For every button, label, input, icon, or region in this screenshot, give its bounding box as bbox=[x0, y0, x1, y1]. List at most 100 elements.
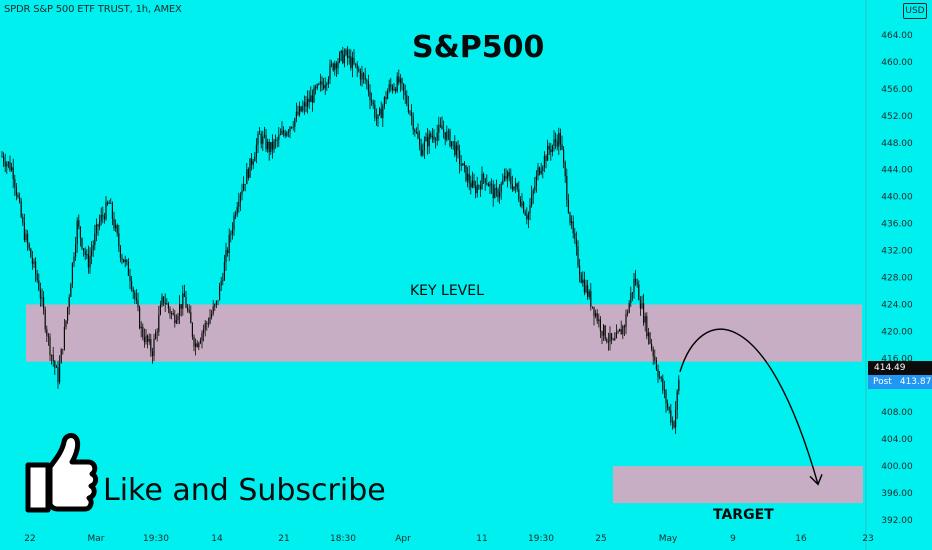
candle-body bbox=[129, 275, 131, 282]
candle-body bbox=[207, 323, 209, 325]
candle-body bbox=[211, 313, 213, 318]
candle-body bbox=[14, 179, 16, 188]
candle-body bbox=[366, 80, 368, 82]
candle-body bbox=[471, 180, 473, 188]
candle-body bbox=[387, 90, 389, 99]
candle-body bbox=[107, 202, 109, 204]
candle-body bbox=[30, 248, 32, 258]
candle-body bbox=[39, 289, 41, 299]
candle-body bbox=[671, 421, 673, 423]
candle-body bbox=[609, 333, 611, 342]
candle-body bbox=[401, 78, 403, 84]
candle-body bbox=[246, 169, 248, 185]
candle-body bbox=[447, 130, 449, 132]
candle-body bbox=[156, 331, 158, 333]
candle-body bbox=[303, 102, 305, 107]
candle-body bbox=[385, 97, 387, 99]
candle-body bbox=[507, 172, 509, 179]
candle-body bbox=[150, 339, 152, 352]
candle-body bbox=[647, 332, 649, 337]
candle-body bbox=[55, 367, 57, 369]
candle-body bbox=[161, 296, 163, 305]
candle-body bbox=[579, 265, 581, 275]
candle-body bbox=[403, 83, 405, 92]
x-axis[interactable]: 22 Mar 19:30 14 21 18:30 Apr 11 19:30 25 May 9 16 23 bbox=[24, 534, 873, 544]
candle-body bbox=[543, 155, 545, 168]
candle-body bbox=[310, 95, 312, 103]
candle-body bbox=[484, 178, 486, 184]
candle-body bbox=[17, 195, 19, 197]
candle-body bbox=[575, 238, 577, 247]
candle-body bbox=[220, 281, 222, 286]
candle-body bbox=[511, 184, 513, 190]
candle-body bbox=[483, 173, 485, 179]
candle-body bbox=[564, 162, 566, 177]
symbol-header: SPDR S&P 500 ETF TRUST, 1h, AMEX bbox=[4, 4, 182, 15]
candle-body bbox=[567, 199, 569, 213]
y-tick-label: 420.00 bbox=[881, 327, 913, 337]
candle-body bbox=[332, 63, 334, 71]
candle-body bbox=[135, 298, 137, 301]
candle-body bbox=[620, 329, 622, 335]
candle-body bbox=[582, 279, 584, 283]
candle-body bbox=[553, 139, 555, 146]
post-price-value: 413.87 bbox=[899, 377, 932, 387]
candle-body bbox=[233, 215, 235, 230]
candle-body bbox=[668, 407, 670, 411]
candle-body bbox=[628, 302, 630, 313]
candle-body bbox=[551, 145, 553, 152]
candle-body bbox=[500, 183, 502, 193]
candle-body bbox=[89, 255, 91, 268]
currency-button[interactable]: USD bbox=[903, 3, 927, 19]
candle-body bbox=[175, 320, 177, 324]
candle-body bbox=[244, 184, 246, 185]
candle-body bbox=[535, 175, 537, 186]
candle-body bbox=[675, 409, 677, 428]
candle-body bbox=[563, 149, 565, 163]
candle-body bbox=[390, 84, 392, 87]
candle-body bbox=[279, 133, 281, 136]
candle-body bbox=[614, 338, 616, 340]
candle-body bbox=[126, 260, 128, 262]
y-axis[interactable]: 464.00 460.00 456.00 452.00 448.00 444.00 440.… bbox=[865, 0, 913, 550]
candle-body bbox=[452, 141, 454, 143]
candle-body bbox=[252, 161, 254, 165]
candle-body bbox=[60, 349, 62, 364]
candle-body bbox=[377, 114, 379, 119]
candle-body bbox=[532, 190, 534, 195]
candle-body bbox=[574, 233, 576, 239]
candle-body bbox=[331, 63, 333, 65]
candle-body bbox=[278, 135, 280, 140]
x-tick-label: 23 bbox=[862, 534, 873, 544]
candle-body bbox=[406, 95, 408, 105]
candle-body bbox=[163, 296, 165, 303]
candle-body bbox=[78, 220, 80, 227]
candle-body bbox=[327, 79, 329, 84]
candle-body bbox=[566, 176, 568, 200]
candle-body bbox=[361, 73, 363, 80]
candle-body bbox=[513, 186, 515, 190]
candle-body bbox=[470, 183, 472, 188]
candle-body bbox=[265, 135, 267, 150]
candle-body bbox=[75, 244, 77, 257]
candle-body bbox=[444, 132, 446, 140]
candle-body bbox=[590, 291, 592, 307]
candle-body bbox=[329, 64, 331, 80]
candle-body bbox=[223, 262, 225, 281]
candle-body bbox=[356, 64, 358, 69]
candle-body bbox=[231, 229, 233, 235]
post-price-tag: Post 413.87 bbox=[868, 375, 932, 389]
candle-body bbox=[276, 139, 278, 141]
candle-body bbox=[604, 325, 606, 340]
candle-body bbox=[174, 314, 176, 324]
candle-body bbox=[155, 332, 157, 339]
thumbs-up-icon[interactable] bbox=[25, 432, 99, 513]
candle-body bbox=[670, 410, 672, 423]
candle-body bbox=[492, 184, 494, 199]
candle-body bbox=[655, 360, 657, 370]
candle-body bbox=[11, 167, 13, 171]
x-tick-label: Mar bbox=[88, 534, 105, 544]
candle-body bbox=[305, 102, 307, 107]
x-tick-label: Apr bbox=[395, 534, 411, 544]
